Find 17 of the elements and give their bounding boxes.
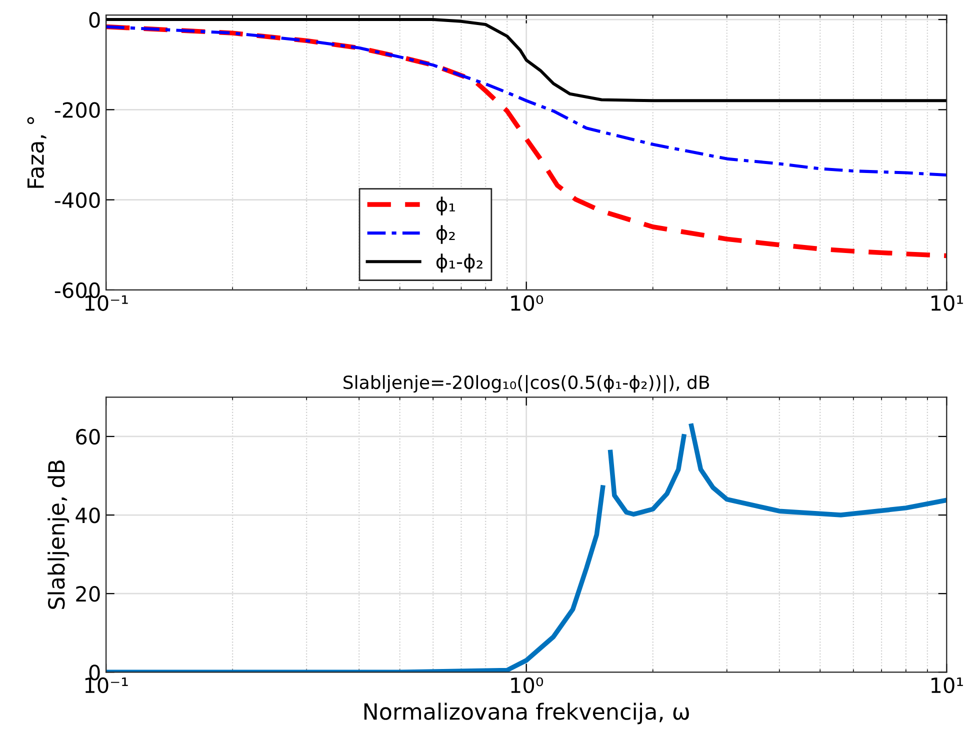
x-tick-label: 10¹ [932,677,963,694]
y-tick-label: -200 [54,102,100,118]
legend-label: ϕ₂ [436,225,455,244]
legend-label: ϕ₁ [436,196,455,216]
y-tick-label: 60 [76,428,100,445]
x-tick-label: 10⁰ [511,295,544,311]
x-tick-label: 10⁰ [511,677,544,694]
y-tick-label: 20 [76,586,100,602]
y-axis-title: Faza, ° [27,117,46,188]
y-tick-label: -400 [54,192,100,208]
x-axis-title: Normalizovana frekvencija, ω [364,702,689,724]
x-tick-label: 10¹ [932,295,963,311]
legend-label: ϕ₁-ϕ₂ [436,254,482,272]
chart-title: Slabljenje=-20log₁₀(|cos(0.5(ϕ₁-ϕ₂))|), dB [344,375,710,394]
y-tick-label: 40 [76,507,100,524]
y-axis-title: Slabljenje, dB [48,460,70,609]
y-tick-label: 0 [89,12,100,28]
